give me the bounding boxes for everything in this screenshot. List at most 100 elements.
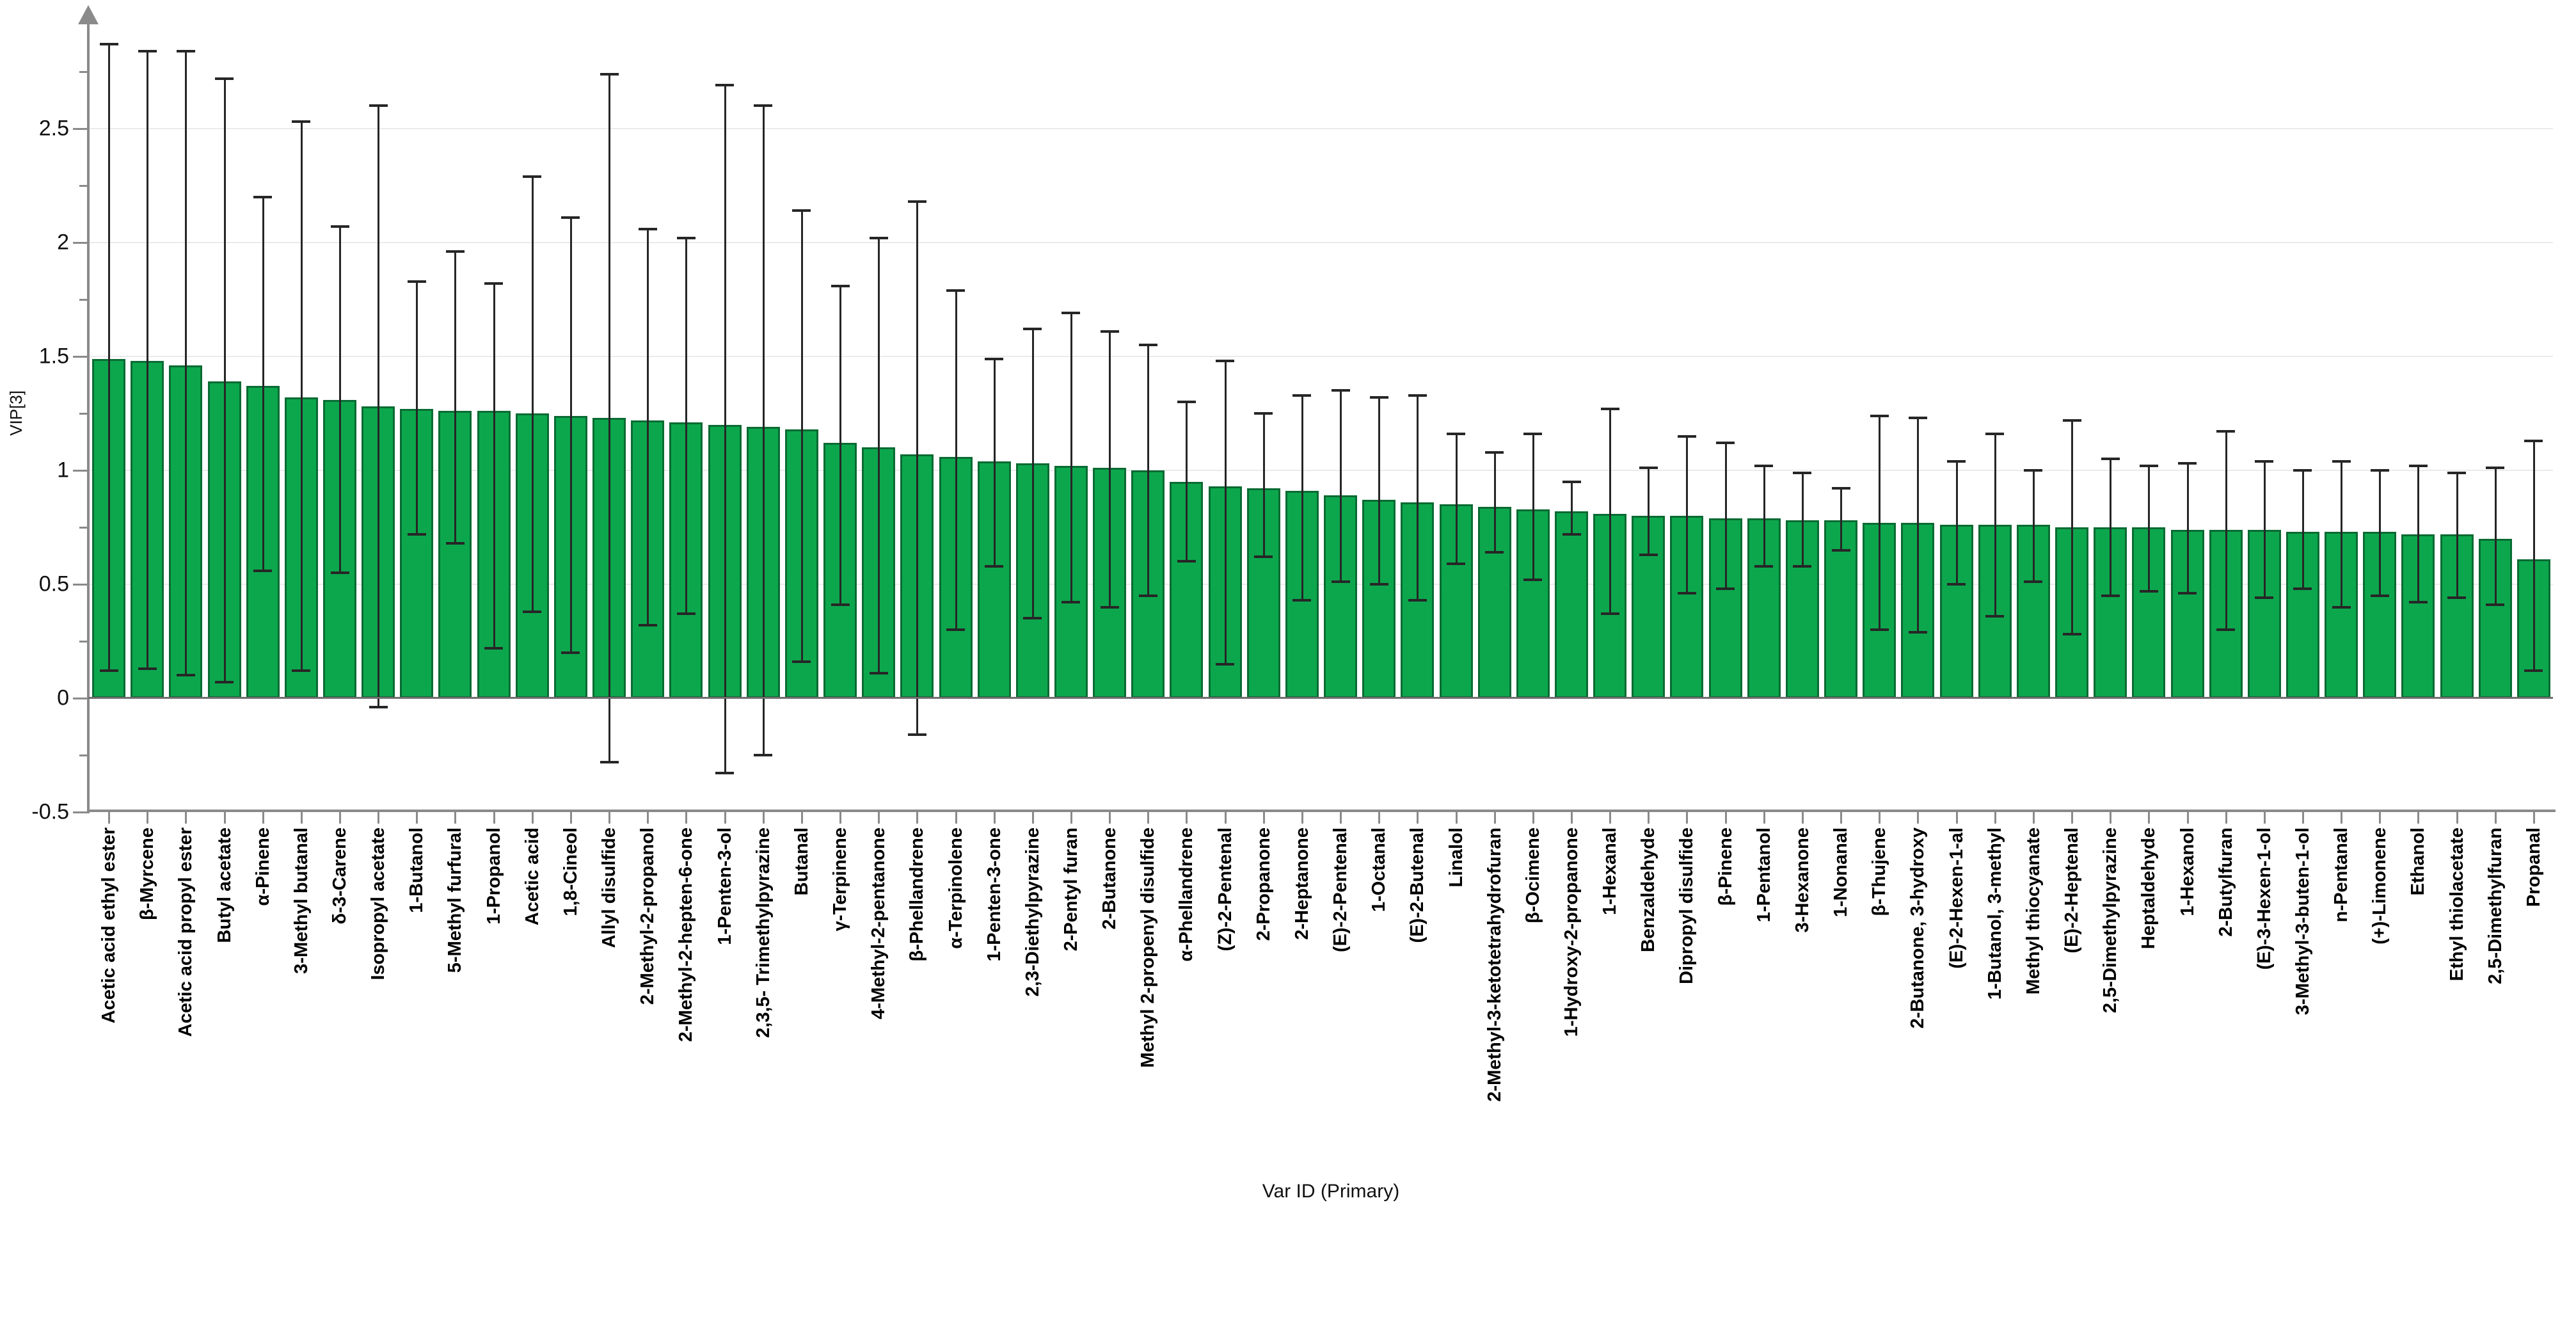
- x-label-cell: β-Ocimene: [1520, 827, 1546, 1314]
- x-tick-label: β-Ocimene: [1522, 827, 1543, 923]
- x-tick: [1879, 811, 1880, 824]
- y-tick-major: [73, 470, 90, 472]
- error-bar-line: [1070, 313, 1072, 602]
- bar-Heptaldehyde[interactable]: [2132, 527, 2165, 698]
- error-bar-line: [301, 122, 303, 671]
- error-bar-cap-top: [2524, 440, 2543, 442]
- error-bar-line: [1494, 452, 1496, 553]
- error-bar-cap-bottom: [2063, 633, 2081, 635]
- error-bar-cap-top: [1447, 433, 1465, 435]
- error-bar-cap-top: [792, 209, 811, 212]
- error-bar-cap-top: [100, 43, 118, 45]
- x-tick-label: 2-Methyl-3-ketotetrahydrofuran: [1484, 827, 1505, 1102]
- error-bar-cap-top: [2447, 472, 2466, 474]
- x-tick: [2302, 811, 2304, 824]
- error-bar-cap-bottom: [2178, 592, 2197, 595]
- x-label-cell: Isopropyl acetate: [365, 827, 391, 1314]
- error-bar-line: [685, 238, 687, 614]
- x-tick: [532, 811, 534, 824]
- error-bar-line: [1802, 473, 1804, 566]
- gridline-y-2: [90, 242, 2553, 243]
- x-tick: [1456, 811, 1458, 824]
- error-bar-cap-top: [369, 104, 388, 107]
- error-bar-line: [2417, 466, 2419, 603]
- error-bar-cap-bottom: [831, 603, 850, 606]
- error-bar-cap-top: [292, 120, 310, 123]
- error-bar-line: [763, 106, 765, 755]
- error-bar-cap-bottom: [1601, 612, 1619, 615]
- bar-(E)-2-Pentenal[interactable]: [1324, 495, 1357, 698]
- x-label-cell: β-Phellandrene: [904, 827, 930, 1314]
- x-tick-label: Linalol: [1445, 827, 1467, 888]
- x-label-cell: Acetic acid: [520, 827, 545, 1314]
- error-bar-line: [1301, 395, 1303, 600]
- error-bar-cap-top: [1332, 389, 1350, 392]
- error-bar-cap-bottom: [177, 674, 195, 676]
- x-tick-label: 4-Methyl-2-pentanone: [868, 827, 889, 1019]
- error-bar-cap-top: [600, 73, 619, 76]
- x-label-cell: (E)-2-Pentenal: [1328, 827, 1353, 1314]
- x-tick-label: Isopropyl acetate: [367, 827, 388, 980]
- x-tick: [763, 811, 765, 824]
- y-tick-minor: [79, 527, 90, 529]
- y-tick-label: -0.5: [31, 799, 69, 824]
- error-bar-cap-top: [484, 282, 503, 285]
- x-label-cell: 2,3,5- Trimethylpyrazine: [751, 827, 776, 1314]
- x-tick-label: 2-Propanone: [1253, 827, 1274, 941]
- error-bar-cap-top: [2216, 430, 2235, 433]
- error-bar-cap-top: [215, 77, 234, 80]
- error-bar-cap-top: [946, 289, 965, 292]
- x-tick: [493, 811, 495, 824]
- x-tick-label: Butanal: [791, 827, 812, 896]
- x-tick-label: α-Terpinolene: [945, 827, 966, 949]
- x-label-cell: Linalol: [1443, 827, 1469, 1314]
- error-bar-line: [1417, 395, 1419, 600]
- error-bar-cap-bottom: [1139, 595, 1157, 597]
- x-tick: [454, 811, 456, 824]
- x-label-cell: (E)-2-Butenal: [1404, 827, 1430, 1314]
- error-bar-line: [1186, 402, 1188, 561]
- error-bar-cap-bottom: [639, 624, 657, 627]
- x-tick: [2341, 811, 2342, 824]
- x-tick: [2495, 811, 2497, 824]
- x-tick: [1532, 811, 1534, 824]
- x-tick: [2533, 811, 2535, 824]
- x-tick-label: α-Pinene: [252, 827, 273, 906]
- error-bar-cap-top: [1485, 451, 1504, 454]
- y-tick-major: [73, 584, 90, 586]
- error-bar-cap-top: [2140, 465, 2158, 467]
- bar-1-Butanol[interactable]: [400, 409, 433, 698]
- x-label-cell: 1-Hydroxy-2-propanone: [1559, 827, 1584, 1314]
- error-bar-line: [1725, 443, 1727, 589]
- gridline-y-1: [90, 470, 2553, 471]
- error-bar-cap-bottom: [1562, 533, 1581, 536]
- x-label-cell: β-Myrcene: [134, 827, 160, 1314]
- error-bar-line: [1109, 331, 1111, 607]
- bar-1-Hydroxy-2-propanone[interactable]: [1555, 511, 1588, 698]
- error-bar-line: [1340, 390, 1342, 582]
- error-bar-cap-top: [2101, 458, 2120, 460]
- error-bar-line: [724, 85, 726, 773]
- x-tick: [224, 811, 226, 824]
- y-tick-minor: [79, 299, 90, 301]
- error-bar-cap-bottom: [1870, 628, 1889, 631]
- x-label-cell: Ethyl thiolacetate: [2444, 827, 2470, 1314]
- x-label-cell: 2-Propanone: [1251, 827, 1276, 1314]
- error-bar-cap-bottom: [677, 612, 696, 615]
- gridline-y-1.5: [90, 356, 2553, 357]
- x-label-cell: 1-Butanol, 3-methyl: [1982, 827, 2008, 1314]
- y-tick-label: 1: [57, 458, 69, 483]
- x-tick: [2379, 811, 2381, 824]
- x-tick: [185, 811, 187, 824]
- error-bar-cap-bottom: [2024, 580, 2042, 583]
- x-tick-label: β-Pinene: [1715, 827, 1736, 906]
- bar-1-Octanal[interactable]: [1362, 500, 1395, 698]
- error-bar-line: [2495, 468, 2497, 605]
- error-bar-cap-top: [2409, 465, 2428, 467]
- error-bar-cap-top: [1370, 396, 1388, 399]
- x-tick: [839, 811, 841, 824]
- error-bar-line: [994, 359, 996, 566]
- x-label-cell: 2-Butanone, 3-hydroxy: [1905, 827, 1930, 1314]
- error-bar-line: [108, 44, 110, 671]
